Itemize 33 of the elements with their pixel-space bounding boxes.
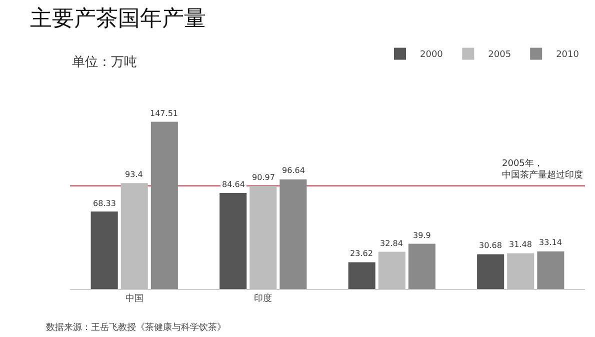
bar: [537, 251, 564, 289]
source-note: 数据来源：王岳飞教授《茶健康与科学饮茶》: [46, 322, 226, 333]
x-tick-label: 印度: [254, 292, 272, 304]
bar: [348, 262, 376, 289]
chart-subtitle: 单位：万吨: [72, 55, 137, 70]
data-label: 33.14: [539, 238, 562, 247]
bar: [150, 122, 178, 289]
bar: [408, 244, 436, 289]
bar: [507, 253, 534, 289]
bar: [477, 254, 504, 289]
data-label: 84.64: [222, 180, 245, 189]
legend-label: 2000: [420, 50, 444, 60]
ref-line-label: 2005年，中国茶产量超过印度: [502, 158, 583, 181]
bar: [280, 179, 307, 289]
bar: [250, 186, 277, 289]
data-label: 147.51: [150, 109, 178, 118]
data-label: 39.9: [413, 231, 431, 240]
x-tick-label: 中国: [125, 292, 144, 304]
data-label: 32.84: [380, 239, 403, 248]
data-label: 90.97: [252, 173, 275, 182]
data-label: 23.62: [350, 249, 373, 258]
data-label: 68.33: [93, 199, 116, 208]
bar: [120, 183, 148, 289]
data-label: 31.48: [509, 240, 532, 249]
data-label: 30.68: [479, 241, 502, 250]
data-label: 96.64: [282, 166, 305, 175]
data-label: 93.4: [125, 170, 143, 179]
chart-title: 主要产茶国年产量: [30, 6, 206, 32]
bar: [378, 252, 406, 289]
legend-label: 2005: [488, 50, 512, 60]
bar: [90, 212, 118, 289]
legend-label: 2010: [556, 50, 580, 60]
bar: [220, 193, 247, 289]
